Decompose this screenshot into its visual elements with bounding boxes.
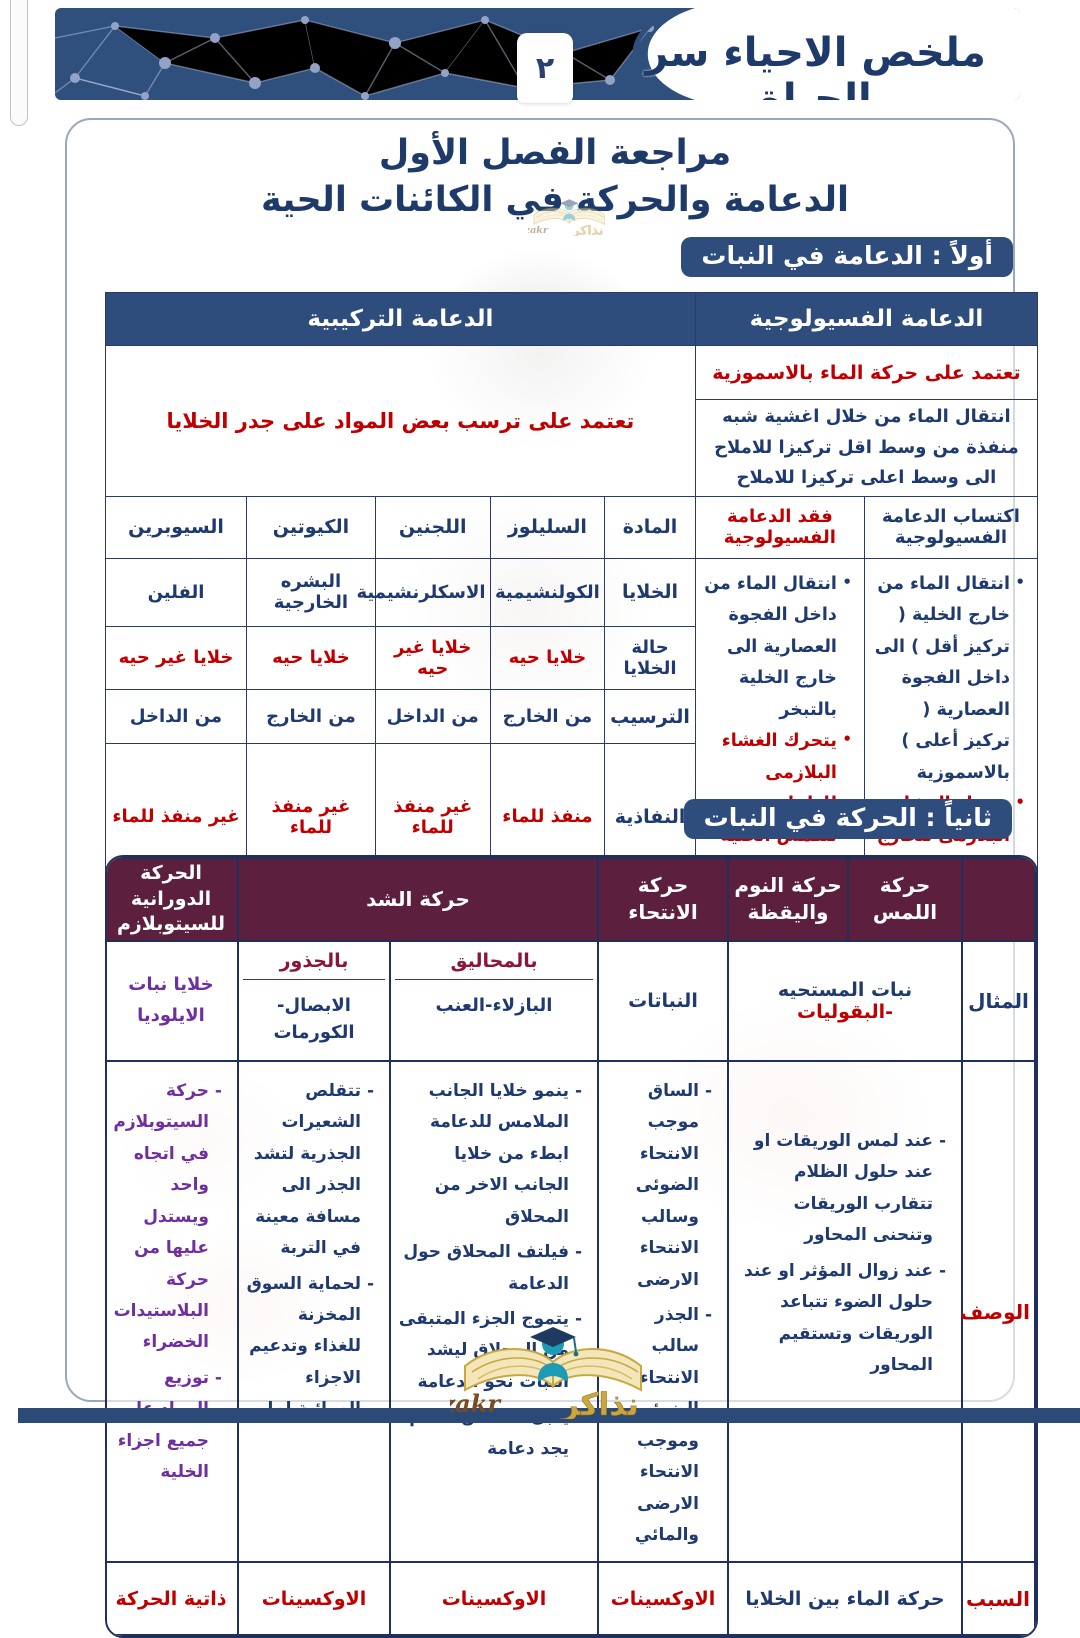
- rotation-cause: ذاتية الحركة: [107, 1561, 239, 1637]
- roots-cause: الاوكسينات: [236, 1561, 392, 1637]
- physiological-intro: تعتمد على حركة الماء بالاسموزية: [694, 345, 1039, 400]
- tropism-header: حركة الانتحاء: [597, 857, 729, 942]
- tendrils-cause: الاوكسينات: [389, 1561, 599, 1637]
- tendrils-example-cell: بالمحاليق البازلاء-العنب: [389, 939, 599, 1062]
- description-item: عند لمس الوريقات او عند حلول الظلام تتقا…: [735, 1126, 947, 1252]
- nezakr-watermark-logo: [450, 1314, 660, 1419]
- tropism-description: الساق موجب الانتحاء الضوئى وسالب الانتحا…: [597, 1059, 729, 1564]
- rotation-example: خلايا نبات الايلوديا: [107, 939, 239, 1062]
- support-table: الدعامة الفسيولوجية الدعامة التركيبية تع…: [104, 292, 1039, 891]
- sleep-wake-header: حركة النوم والیقظة: [727, 857, 849, 942]
- material-name: السليلوز: [489, 495, 606, 559]
- physiological-support-header: الدعامة الفسيولوجية: [694, 292, 1039, 346]
- description-item: الساق موجب الانتحاء الضوئى وسالب الانتحا…: [605, 1076, 713, 1296]
- gain-main: انتقال الماء من خارج الخلية ( تركيز أقل …: [871, 569, 1025, 790]
- material-name: السيوبرين: [104, 495, 248, 559]
- state-value: خلايا غير حيه: [104, 625, 248, 691]
- row-label-cause: السبب: [961, 1561, 1036, 1637]
- deposition-value: من الداخل: [104, 689, 248, 745]
- movement-table: حركة اللمس حركة النوم والیقظة حركة الانت…: [107, 857, 1036, 1637]
- cells-value: البشره الخارجية: [246, 557, 376, 627]
- loss-main: انتقال الماء من داخل الفجوة العصارية الى…: [702, 569, 852, 727]
- material-name: الكيوتين: [246, 495, 376, 559]
- roots-example: الابصال- الكورمات: [273, 994, 355, 1043]
- row-label-cells: الخلايا: [604, 557, 696, 627]
- cytoplasm-rotation-header: الحركة الدورانية للسيتوبلازم: [107, 857, 239, 942]
- touch-sleep-example: نبات المستحيه -البقوليات: [727, 939, 963, 1062]
- structural-intro: تعتمد على ترسب بعض المواد على جدر الخلاي…: [105, 345, 696, 497]
- deposition-value: من الخارج: [489, 689, 606, 745]
- deposition-value: من الداخل: [374, 689, 491, 745]
- tendrils-description: ينمو خلايا الجانب الملامس للدعامة ابطء م…: [389, 1059, 599, 1564]
- row-label-example: المثال: [961, 939, 1036, 1062]
- description-item: فيلتف المحلاق حول الدعامة: [397, 1237, 583, 1300]
- roots-subheader: بالجذور: [242, 944, 385, 980]
- description-item: ينمو خلايا الجانب الملامس للدعامة ابطء م…: [397, 1076, 583, 1233]
- corner-cell: [961, 857, 1036, 942]
- document-page: ملخص الاحياء سر الحياة ٢ مراجعة الفصل ال…: [18, 0, 1080, 1638]
- section-movement-badge: ثانياً : الحركة في النبات: [683, 799, 1012, 839]
- touch-movement-header: حركة اللمس: [847, 857, 963, 942]
- touch-sleep-cause: حركة الماء بين الخلايا: [727, 1561, 963, 1637]
- cells-value: الكولنشيمية: [489, 557, 606, 627]
- loss-details: انتقال الماء من داخل الفجوة العصارية الى…: [694, 557, 865, 891]
- roots-example-cell: بالجذور الابصال- الكورمات: [236, 939, 392, 1062]
- pull-movement-header: حركة الشد: [236, 857, 600, 942]
- page-curl: [10, 0, 28, 126]
- nezakr-logo-small: [528, 194, 612, 236]
- tropism-example: النباتات: [597, 939, 729, 1062]
- touch-sleep-description: عند لمس الوريقات او عند حلول الظلام تتقا…: [727, 1059, 963, 1564]
- structural-support-header: الدعامة التركيبية: [105, 292, 696, 346]
- example-main: نبات المستحيه: [777, 978, 913, 1001]
- page-number: ٢: [517, 33, 573, 103]
- state-value: خلايا حيه: [246, 625, 376, 691]
- tendrils-example: البازلاء-العنب: [435, 994, 553, 1016]
- description-item: حركة السيتوبلازم في اتجاه واحد ويستدل عل…: [111, 1076, 223, 1359]
- title-line-1: مراجعة الفصل الأول: [378, 133, 732, 173]
- description-item: توزيع المواد على جميع اجزاء الخلية: [111, 1363, 223, 1489]
- osmosis-definition: انتقال الماء من خلال اغشية شبه منفذة من …: [694, 399, 1039, 497]
- cells-value: الاسكلرنشيمية: [357, 557, 491, 627]
- bottom-blue-band: [18, 1408, 1080, 1423]
- roots-description: تتقلص الشعيرات الجذرية لتشد الجذر الى مس…: [236, 1059, 392, 1564]
- document-title: مراجعة الفصل الأول الدعامة والحركة في ال…: [30, 130, 1080, 225]
- row-label-description: الوصف: [960, 1059, 1036, 1564]
- section-support-badge: أولاً : الدعامة في النبات: [681, 237, 1013, 277]
- deposition-value: من الخارج: [246, 689, 376, 745]
- example-accent: -البقوليات: [797, 1000, 893, 1023]
- description-item: عند زوال المؤثر او عند حلول الضوء تتباعد…: [735, 1256, 947, 1382]
- cells-value: الفلين: [104, 557, 248, 627]
- state-value: خلايا حيه: [489, 625, 606, 691]
- brand-title: ملخص الاحياء سر الحياة: [645, 30, 987, 100]
- material-name: اللجنين: [374, 495, 491, 559]
- tropism-cause: الاوكسينات: [597, 1561, 729, 1637]
- movement-table-frame: حركة اللمس حركة النوم والیقظة حركة الانت…: [105, 855, 1038, 1638]
- gain-details: انتقال الماء من خارج الخلية ( تركيز أقل …: [863, 557, 1039, 891]
- rotation-description: حركة السيتوبلازم في اتجاه واحد ويستدل عل…: [107, 1059, 239, 1564]
- row-label-cell-state: حالة الخلايا: [604, 625, 696, 691]
- row-label-deposition: الترسيب: [604, 689, 696, 745]
- loss-header: فقد الدعامة الفسيولوجية: [694, 495, 865, 559]
- description-item: تتقلص الشعيرات الجذرية لتشد الجذر الى مس…: [245, 1076, 375, 1265]
- tendrils-subheader: بالمحاليق: [395, 944, 593, 980]
- gain-header: اكتساب الدعامة الفسيولوجية: [863, 495, 1039, 559]
- row-label-material: المادة: [604, 495, 696, 559]
- state-value: خلايا غير حيه: [374, 625, 491, 691]
- description-item: لحماية السوق المخزنة للغذاء وتدعيم الاجز…: [245, 1269, 375, 1426]
